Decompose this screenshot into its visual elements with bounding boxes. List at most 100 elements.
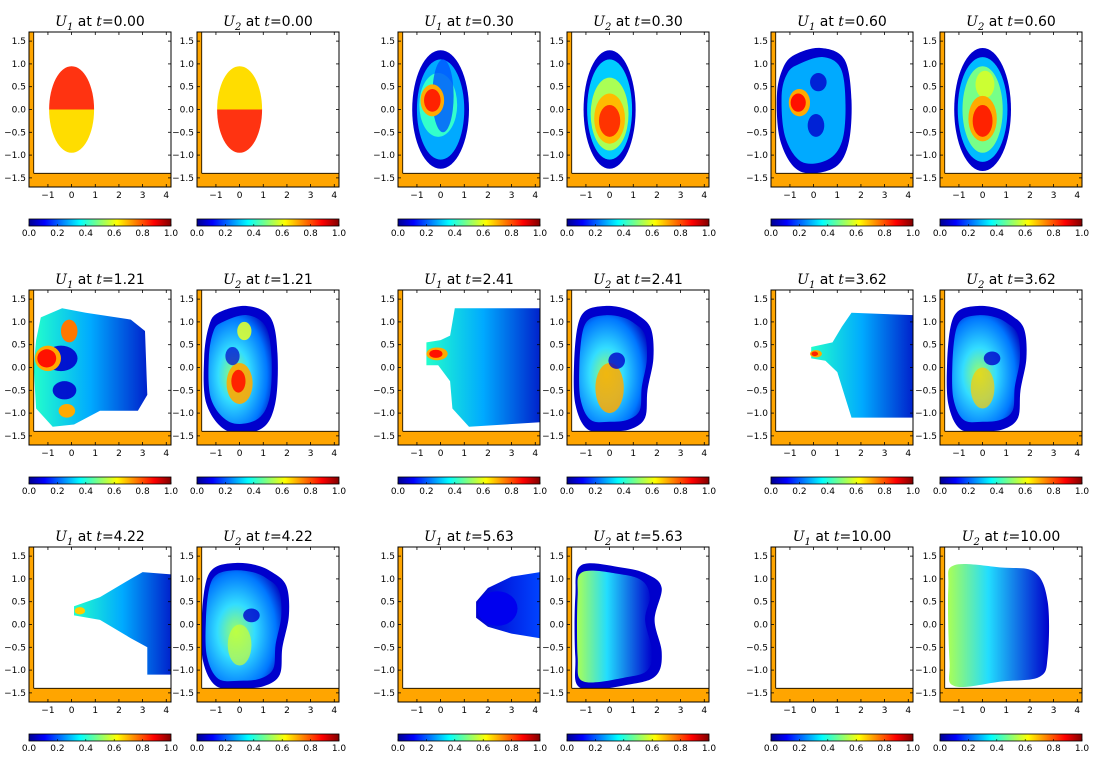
colorbar-tick-label: 0.2 (50, 744, 64, 754)
colorbar-tick-label: 0.2 (50, 229, 64, 239)
colorbar-tick-label: 0.6 (849, 487, 864, 497)
y-tick-label: 0.5 (381, 83, 395, 93)
panel-title: U1 at t=10.00 (793, 529, 892, 548)
y-tick-label: 1.5 (923, 552, 937, 562)
x-tick-label: 2 (654, 706, 660, 716)
x-tick-label: 1 (461, 191, 467, 201)
title-subscript: 2 (604, 280, 611, 291)
x-tick-label: 1 (834, 706, 840, 716)
y-tick-label: 1.0 (12, 318, 27, 328)
title-time: =0.30 (640, 14, 683, 30)
title-t: t (264, 529, 270, 545)
y-tick-label: 1.0 (923, 318, 938, 328)
colorbar-tick-label: 1.0 (906, 229, 921, 239)
panel-title: U1 at t=2.41 (424, 272, 514, 291)
x-tick-label: 2 (116, 191, 122, 201)
y-tick-label: −1.5 (915, 432, 937, 442)
x-tick-label: 1 (834, 191, 840, 201)
bottom-wall (940, 173, 1082, 187)
colorbar (770, 218, 914, 227)
y-tick-label: 1.0 (12, 575, 27, 585)
y-tick-label: −1.5 (542, 689, 564, 699)
panel-u1-t5.63: U1 at t=5.631.51.00.50.0−0.5−1.0−1.5−1 0 1… (373, 529, 547, 754)
colorbar-tick-label: 0.2 (961, 487, 975, 497)
colorbar-tick-label: 0.4 (79, 229, 94, 239)
title-time: =5.63 (640, 529, 683, 545)
x-tick-label: 0 (811, 191, 817, 201)
bottom-wall (29, 688, 171, 702)
colorbar-tick-label: 0.0 (560, 744, 575, 754)
title-subscript: 2 (234, 537, 241, 548)
y-tick-label: 0.5 (381, 598, 395, 608)
x-tick-label: 2 (284, 449, 290, 459)
colorbar-tick-label: 0.0 (560, 229, 575, 239)
title-subscript: 2 (973, 537, 980, 548)
colorbar-tick-label: 0.2 (961, 744, 975, 754)
x-tick-label: 0 (607, 191, 613, 201)
y-tick-label: −1.0 (746, 666, 768, 676)
panel-u1-t0.30: U1 at t=0.301.51.00.50.0−0.5−1.0−1.5−1 0 1… (373, 14, 547, 239)
colorbar-tick-label: 0.6 (849, 744, 864, 754)
title-subscript: 2 (977, 22, 984, 33)
title-at: at (241, 14, 264, 30)
heatmap-field (574, 563, 662, 690)
colorbar-tick-label: 1.0 (164, 487, 179, 497)
x-tick-label: 2 (485, 191, 491, 201)
y-tick-label: −1.0 (4, 151, 26, 161)
title-subscript: 1 (805, 537, 811, 548)
y-tick-label: −1.0 (746, 151, 768, 161)
title-at: at (241, 529, 264, 545)
x-tick-label: −1 (783, 706, 796, 716)
title-t: t (96, 272, 102, 288)
colorbar-tick-label: 1.0 (533, 229, 548, 239)
colorbar-tick-label: 0.2 (588, 229, 602, 239)
panel-title: U1 at t=0.30 (424, 14, 514, 33)
colorbar-tick-label: 1.0 (1075, 229, 1090, 239)
colorbar-tick-label: 0.8 (877, 229, 892, 239)
heatmap-field (33, 308, 148, 427)
title-variable: U (55, 14, 68, 30)
colorbar-tick-label: 0.2 (792, 487, 806, 497)
y-tick-label: −1.0 (373, 409, 395, 419)
colorbar-tick-label: 0.8 (303, 744, 318, 754)
bottom-wall (567, 688, 709, 702)
colorbar-tick-label: 1.0 (332, 744, 347, 754)
title-t: t (465, 14, 471, 30)
y-tick-label: −1.0 (4, 666, 26, 676)
title-t: t (834, 529, 840, 545)
y-tick-label: 0.0 (923, 364, 938, 374)
colorbar-tick-label: 0.2 (792, 229, 806, 239)
x-tick-label: 4 (331, 449, 337, 459)
x-tick-label: 4 (1074, 706, 1080, 716)
y-tick-label: −1.5 (746, 689, 768, 699)
colorbar (28, 733, 172, 742)
x-tick-label: 4 (163, 706, 169, 716)
x-tick-label: 0 (237, 706, 243, 716)
y-tick-label: 0.5 (550, 598, 564, 608)
colorbar-tick-label: 0.8 (135, 487, 150, 497)
y-tick-label: 0.5 (12, 83, 26, 93)
y-tick-label: −1.0 (746, 409, 768, 419)
panel-u2-t3.62: U2 at t=3.621.51.00.50.0−0.5−1.0−1.5−1 0 1… (915, 272, 1089, 497)
title-subscript: 1 (67, 22, 73, 33)
x-tick-label: −1 (410, 191, 423, 201)
title-at: at (984, 272, 1007, 288)
panel-u2-t5.63: U2 at t=5.631.51.00.50.0−0.5−1.0−1.5−1 0 1… (542, 529, 716, 754)
colorbar-tick-label: 0.4 (990, 744, 1005, 754)
bottom-wall (197, 431, 339, 445)
heatmap-field (217, 66, 263, 153)
x-tick-label: −1 (410, 449, 423, 459)
x-tick-label: 2 (858, 191, 864, 201)
x-tick-label: 4 (905, 449, 911, 459)
colorbar-tick-label: 0.0 (391, 229, 406, 239)
x-tick-label: 2 (116, 706, 122, 716)
colorbar (397, 476, 541, 485)
x-tick-label: −1 (952, 706, 965, 716)
y-tick-label: 1.0 (381, 60, 396, 70)
panel-title: U2 at t=1.21 (223, 272, 313, 291)
y-tick-label: −0.5 (373, 128, 395, 138)
heatmap-field (74, 572, 171, 675)
colorbar-tick-label: 0.0 (22, 229, 37, 239)
colorbar-tick-label: 0.2 (50, 487, 64, 497)
bottom-wall (567, 173, 709, 187)
